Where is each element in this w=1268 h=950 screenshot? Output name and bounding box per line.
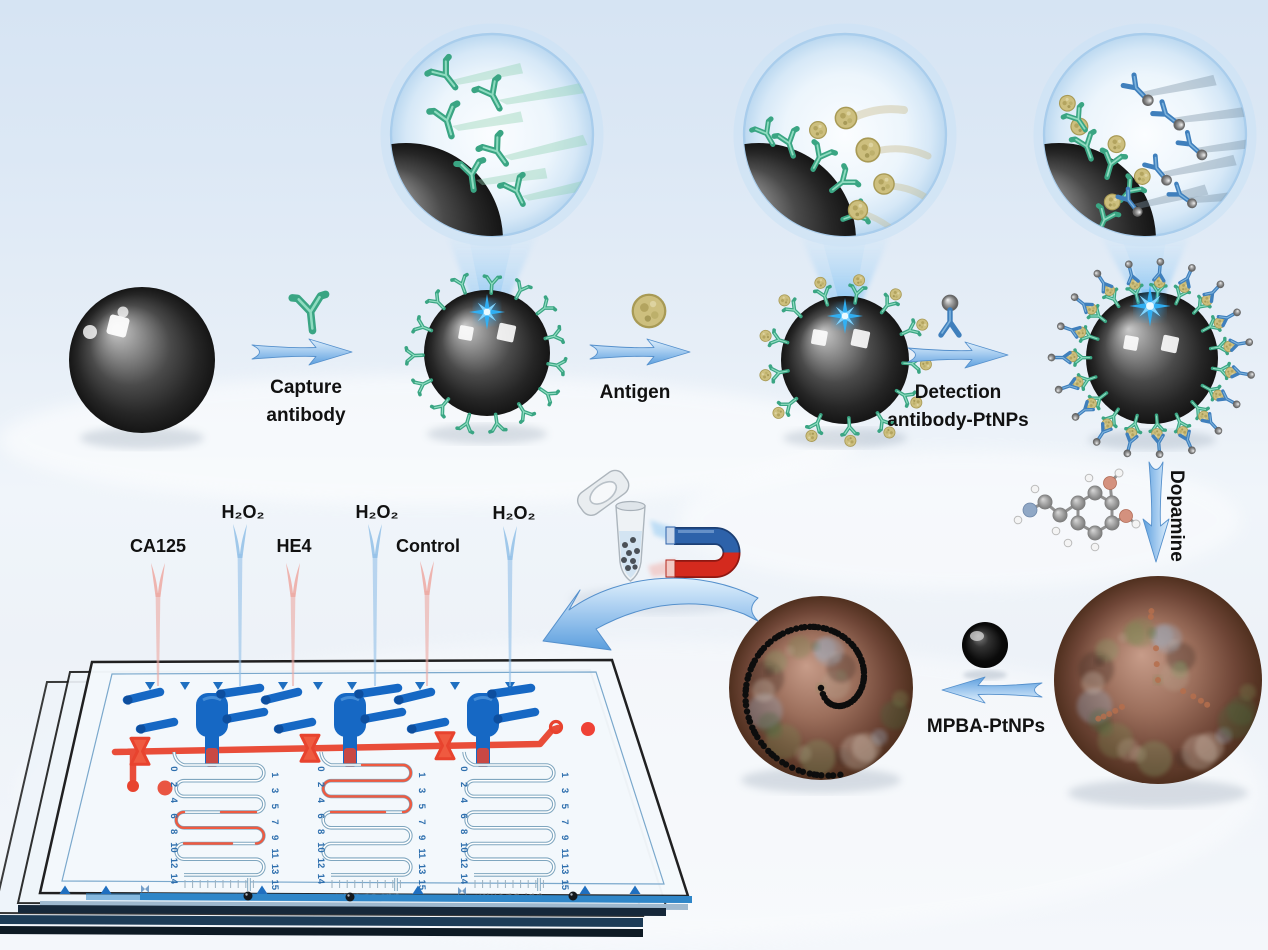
horseshoe-magnet-icon [665,526,741,578]
svg-text:11: 11 [416,848,427,859]
label-inlet-h2o2-1: H₂O₂ [221,502,265,522]
detection-antibody-icon [938,294,962,338]
svg-text:13: 13 [269,864,280,875]
transfer-arrow [542,577,759,651]
svg-text:10: 10 [168,842,179,853]
chip-mixer-3 [467,693,499,767]
inset-antigen-binding [733,23,957,247]
serpentine-red-fill-2 [322,763,412,814]
microfluidic-chip: 0246810121413579111315123456789024681012… [0,658,692,937]
svg-text:13: 13 [559,864,570,875]
mpba-ptnp-sphere [962,622,1008,668]
inset-capture-antibody [380,23,604,247]
serpentine-red-fill-1 [175,810,265,845]
svg-text:9: 9 [416,835,427,841]
svg-text:4: 4 [168,797,179,803]
bead-full-sandwich [1086,292,1218,424]
svg-text:8: 8 [315,829,326,835]
label-inlet-h2o2-3: H₂O₂ [492,503,536,523]
chip-mixer-1 [196,693,228,767]
magnetic-bead [69,287,215,433]
chip-channel-network: 0246810121413579111315123456789024681012… [111,682,595,899]
svg-text:2: 2 [168,782,179,788]
inset-detection-antibody [1033,23,1257,247]
label-inlet-he4: HE4 [276,536,312,556]
inlet-streams [151,524,517,686]
svg-text:15: 15 [416,879,427,891]
svg-text:1: 1 [269,772,280,778]
svg-text:10: 10 [458,842,469,853]
svg-text:7: 7 [559,819,570,825]
chip-mixer-2 [334,693,366,767]
inset-light-beams [447,236,1190,317]
svg-text:9: 9 [269,835,280,841]
svg-text:8: 8 [168,829,179,835]
svg-text:7: 7 [269,819,280,825]
svg-text:7: 7 [416,819,427,825]
inlet-stream-HE4 [286,563,300,686]
inlet-stream-H₂O₂ [368,524,382,686]
step-arrow-antigen [589,338,691,366]
svg-text:10: 10 [315,842,326,853]
svg-text:1: 1 [416,772,427,778]
svg-text:5: 5 [416,803,427,809]
svg-text:2: 2 [315,782,326,788]
step-arrow-capture [251,338,353,366]
svg-text:8: 8 [458,829,469,835]
label-inlet-h2o2-2: H₂O₂ [355,502,399,522]
svg-text:4: 4 [458,797,469,803]
label-detection-antibody: Detection antibody-PtNPs [887,382,1029,431]
svg-text:14: 14 [315,873,326,885]
magnetic-bead-closeup [391,143,503,236]
label-dopamine: Dopamine [1166,470,1187,562]
svg-text:15: 15 [559,879,570,891]
svg-text:12: 12 [315,858,326,869]
svg-text:3: 3 [269,788,280,794]
svg-text:6: 6 [315,813,326,819]
bead-antigen-bound [781,296,909,424]
label-antigen: Antigen [599,382,671,403]
svg-text:2: 2 [458,782,469,788]
alignment-markers [59,885,641,895]
svg-text:0: 0 [458,766,469,772]
dopamine-molecule [1013,468,1141,552]
svg-text:6: 6 [168,813,179,819]
svg-text:0: 0 [315,766,326,772]
bead-capture-antibody [424,290,550,416]
svg-text:6: 6 [458,813,469,819]
inlet-stream-H₂O₂ [503,526,517,686]
svg-text:1: 1 [559,772,570,778]
inlet-stream-CA125 [151,563,165,686]
svg-text:5: 5 [559,803,570,809]
svg-text:11: 11 [559,848,570,859]
svg-text:5: 5 [269,803,280,809]
inlet-stream-H₂O₂ [233,524,247,686]
svg-text:4: 4 [315,797,326,803]
magnetic-bead-closeup [744,143,856,236]
svg-text:3: 3 [416,788,427,794]
inlet-stream-Control [420,561,434,686]
svg-text:15: 15 [269,879,280,891]
label-capture-antibody: Capture antibody [266,377,346,426]
label-inlet-control: Control [396,536,460,556]
svg-text:12: 12 [168,858,179,869]
svg-text:3: 3 [559,788,570,794]
magnetic-bead-closeup [1044,143,1156,236]
dopamine-step [1013,461,1170,563]
microcentrifuge-tube [576,469,646,582]
svg-text:13: 13 [416,864,427,875]
svg-text:11: 11 [269,848,280,859]
svg-text:0: 0 [168,766,179,772]
svg-text:9: 9 [559,835,570,841]
label-inlet-ca125: CA125 [129,536,187,556]
workflow-row [69,258,1256,459]
svg-text:14: 14 [168,873,179,885]
svg-text:14: 14 [458,873,469,885]
magnetic-separation [542,469,759,651]
svg-text:12: 12 [458,858,469,869]
label-mpba-ptnps: MPBA-PtNPs [926,716,1046,737]
nanocluster-row [729,576,1262,807]
